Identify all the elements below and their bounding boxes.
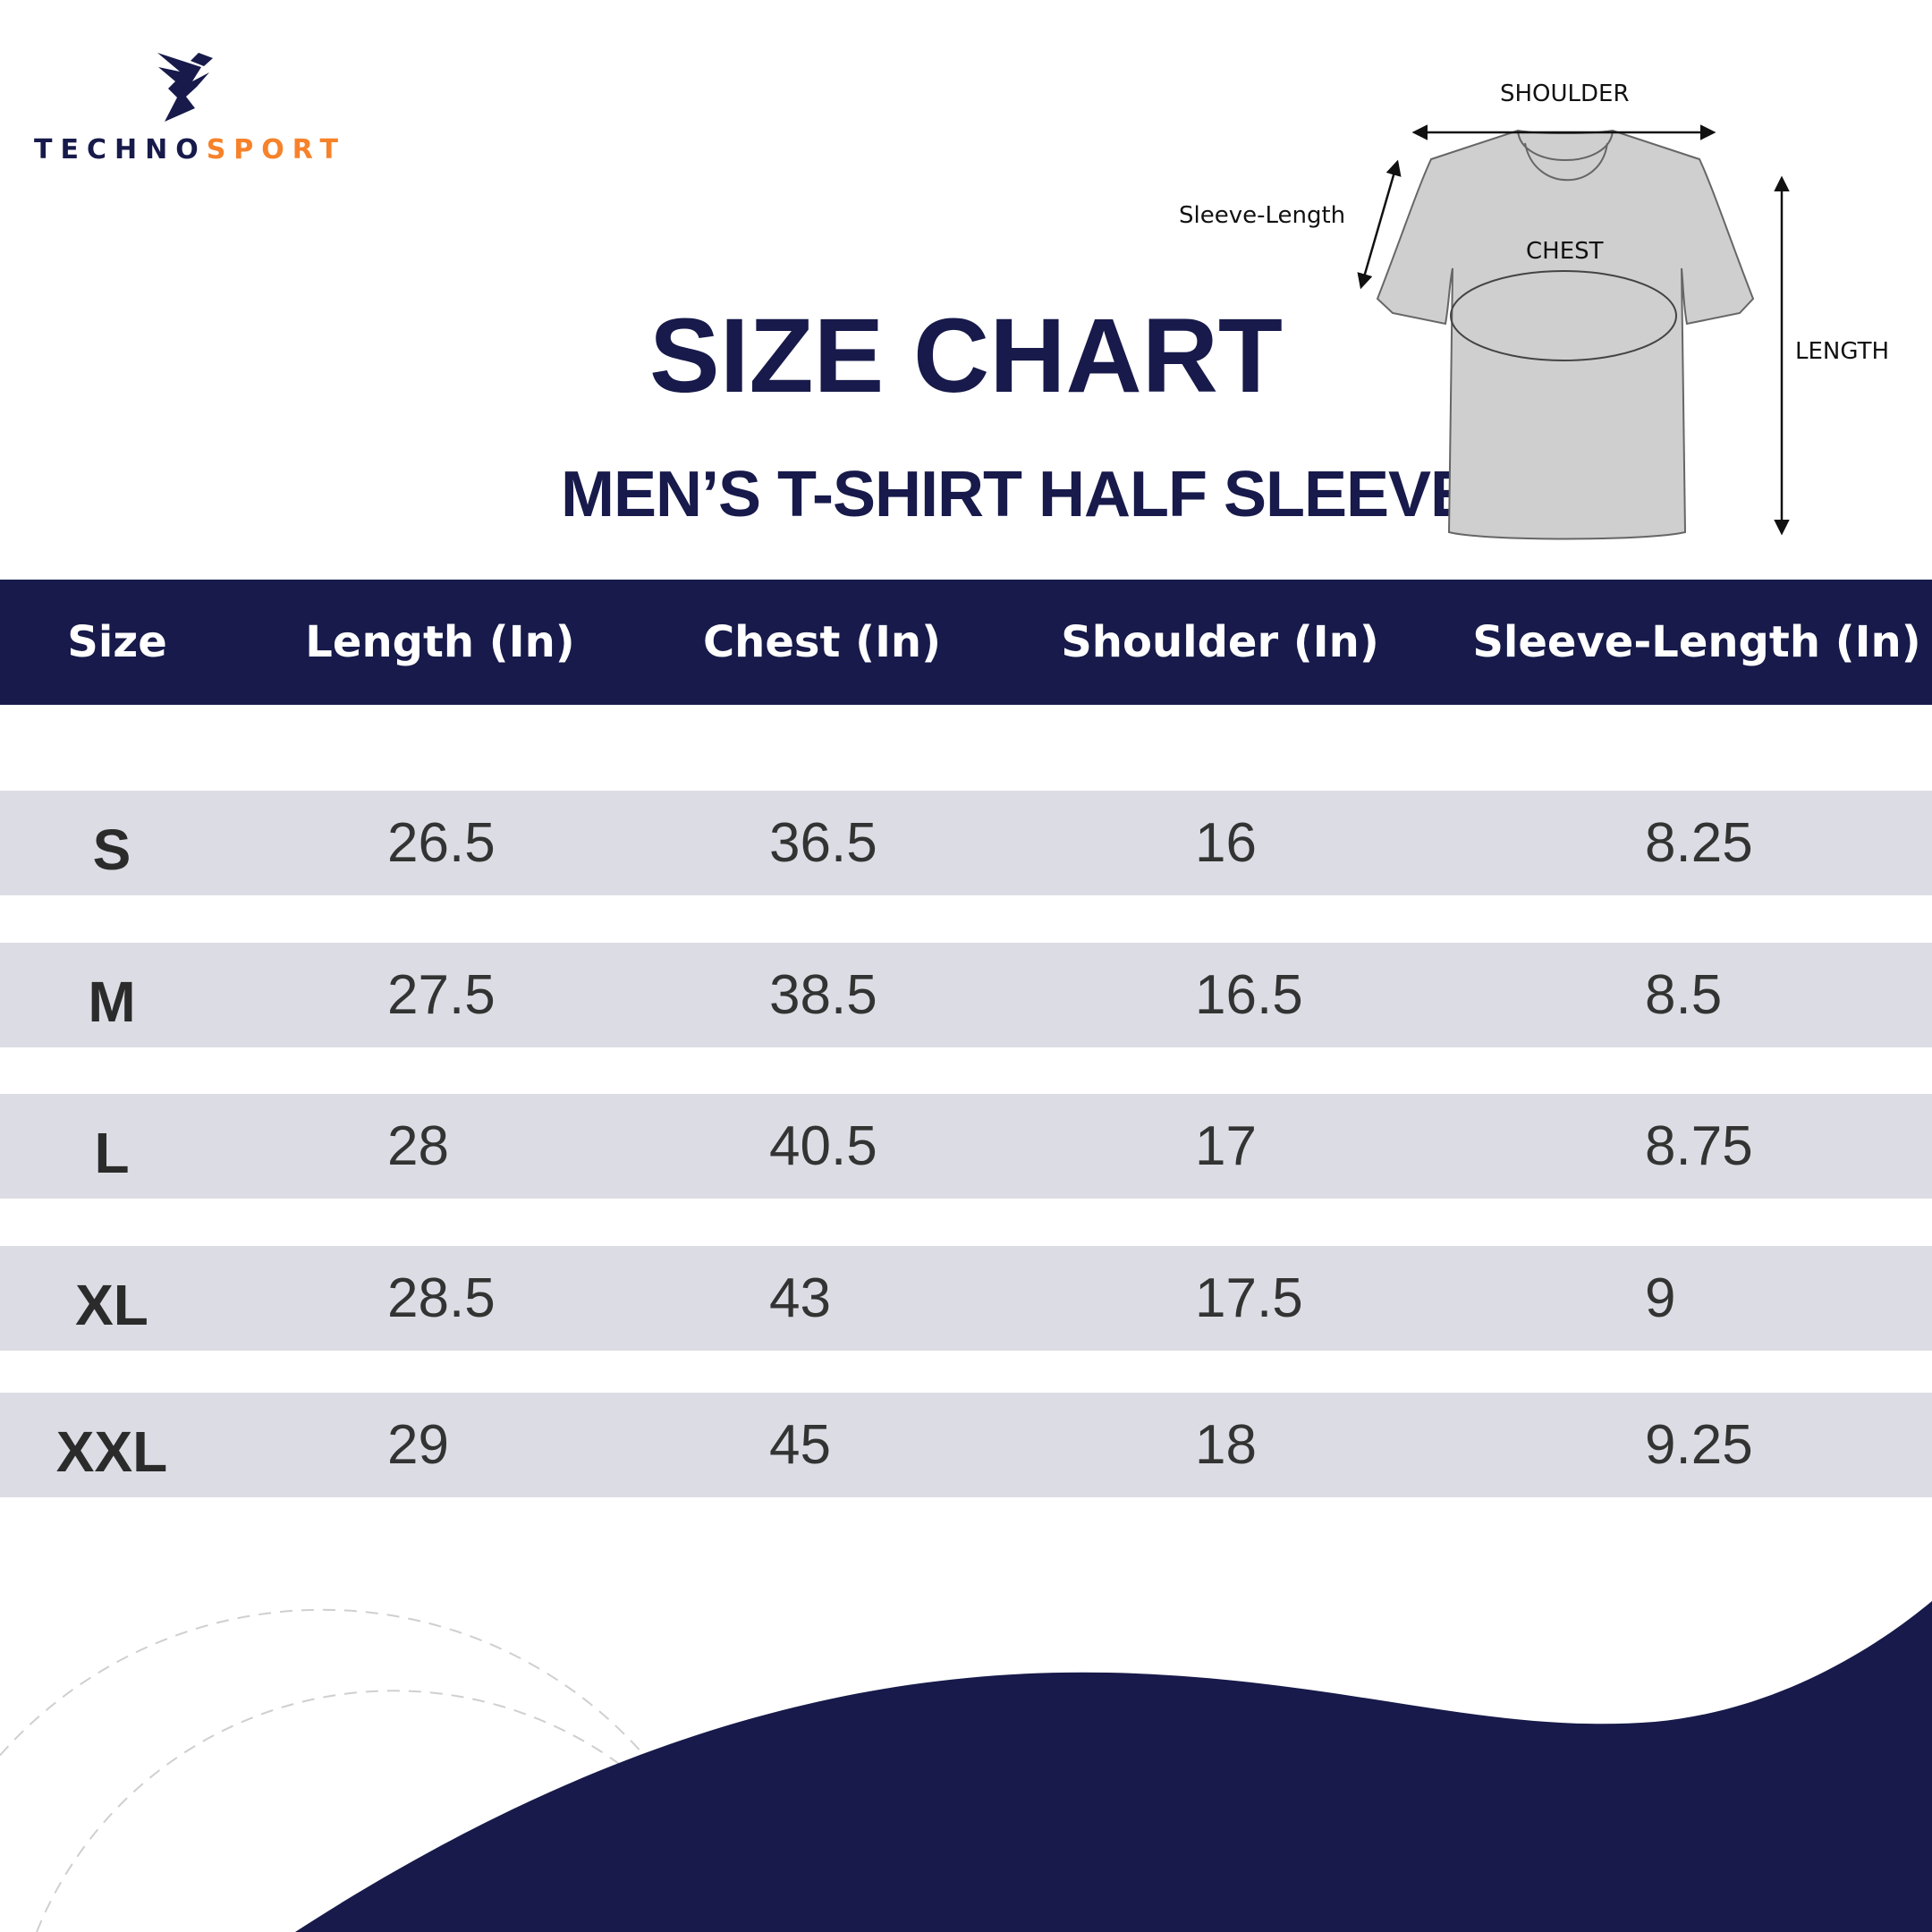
chest-cell: 36.5	[769, 812, 877, 874]
navy-wave-decoration	[295, 1601, 1932, 1932]
shoulder-cell: 16.5	[1195, 964, 1303, 1026]
sleeve-length-cell: 8.75	[1645, 1115, 1753, 1177]
page-title: SIZE CHART	[0, 295, 1932, 417]
chest-cell: 43	[769, 1267, 831, 1329]
table-row: M 27.5 38.5 16.5 8.5	[0, 943, 1932, 1047]
length-cell: 26.5	[387, 812, 496, 874]
sleeve-length-cell: 8.5	[1645, 964, 1723, 1026]
length-label: LENGTH	[1795, 338, 1890, 365]
sleeve-length-cell: 9	[1645, 1267, 1676, 1329]
header-length: Length (In)	[305, 617, 575, 667]
size-cell: M	[88, 970, 136, 1034]
table-row: XL 28.5 43 17.5 9	[0, 1246, 1932, 1351]
size-cell: XXL	[55, 1419, 168, 1484]
length-cell: 27.5	[387, 964, 496, 1026]
brand-name: TECHNOSPORT	[34, 134, 346, 165]
dashed-circle-decoration	[36, 1690, 751, 1932]
header-chest: Chest (In)	[702, 617, 942, 667]
size-cell: L	[94, 1121, 130, 1185]
size-cell: XL	[75, 1273, 148, 1337]
header-size: Size	[67, 617, 167, 667]
runner-logo-icon	[157, 53, 213, 122]
tshirt-icon	[1376, 129, 1755, 540]
decorative-background	[0, 1601, 1932, 1932]
chest-cell: 40.5	[769, 1115, 877, 1177]
length-cell: 28.5	[387, 1267, 496, 1329]
sleeve-length-cell: 8.25	[1645, 812, 1753, 874]
shoulder-cell: 17.5	[1195, 1267, 1303, 1329]
page-subtitle: MEN’S T-SHIRT HALF SLEEVE	[561, 459, 1473, 530]
header-sleeve-length: Sleeve-Length (In)	[1472, 617, 1921, 667]
table-header: Size Length (In) Chest (In) Shoulder (In…	[0, 580, 1932, 705]
brand-name-techno: TECHNO	[34, 134, 207, 165]
chest-cell: 38.5	[769, 964, 877, 1026]
sleeve-length-label: Sleeve-Length	[1179, 202, 1346, 229]
brand-name-sport: SPORT	[206, 134, 347, 165]
table-row: L 28 40.5 17 8.75	[0, 1094, 1932, 1199]
shoulder-cell: 16	[1195, 812, 1257, 874]
sleeve-length-cell: 9.25	[1645, 1414, 1753, 1476]
table-row: S 26.5 36.5 16 8.25	[0, 791, 1932, 895]
shoulder-cell: 17	[1195, 1115, 1257, 1177]
header-shoulder: Shoulder (In)	[1061, 617, 1379, 667]
brand-logo: TECHNOSPORT	[0, 0, 376, 170]
chest-label: CHEST	[1526, 238, 1604, 265]
length-cell: 29	[387, 1414, 449, 1476]
table-row: XXL 29 45 18 9.25	[0, 1393, 1932, 1497]
chest-cell: 45	[769, 1414, 831, 1476]
page-title-text: SIZE CHART	[649, 297, 1283, 415]
length-cell: 28	[387, 1115, 449, 1177]
size-cell: S	[92, 818, 131, 882]
shoulder-cell: 18	[1195, 1414, 1257, 1476]
shoulder-label: SHOULDER	[1500, 80, 1630, 107]
tshirt-measurement-diagram	[1357, 124, 1790, 540]
